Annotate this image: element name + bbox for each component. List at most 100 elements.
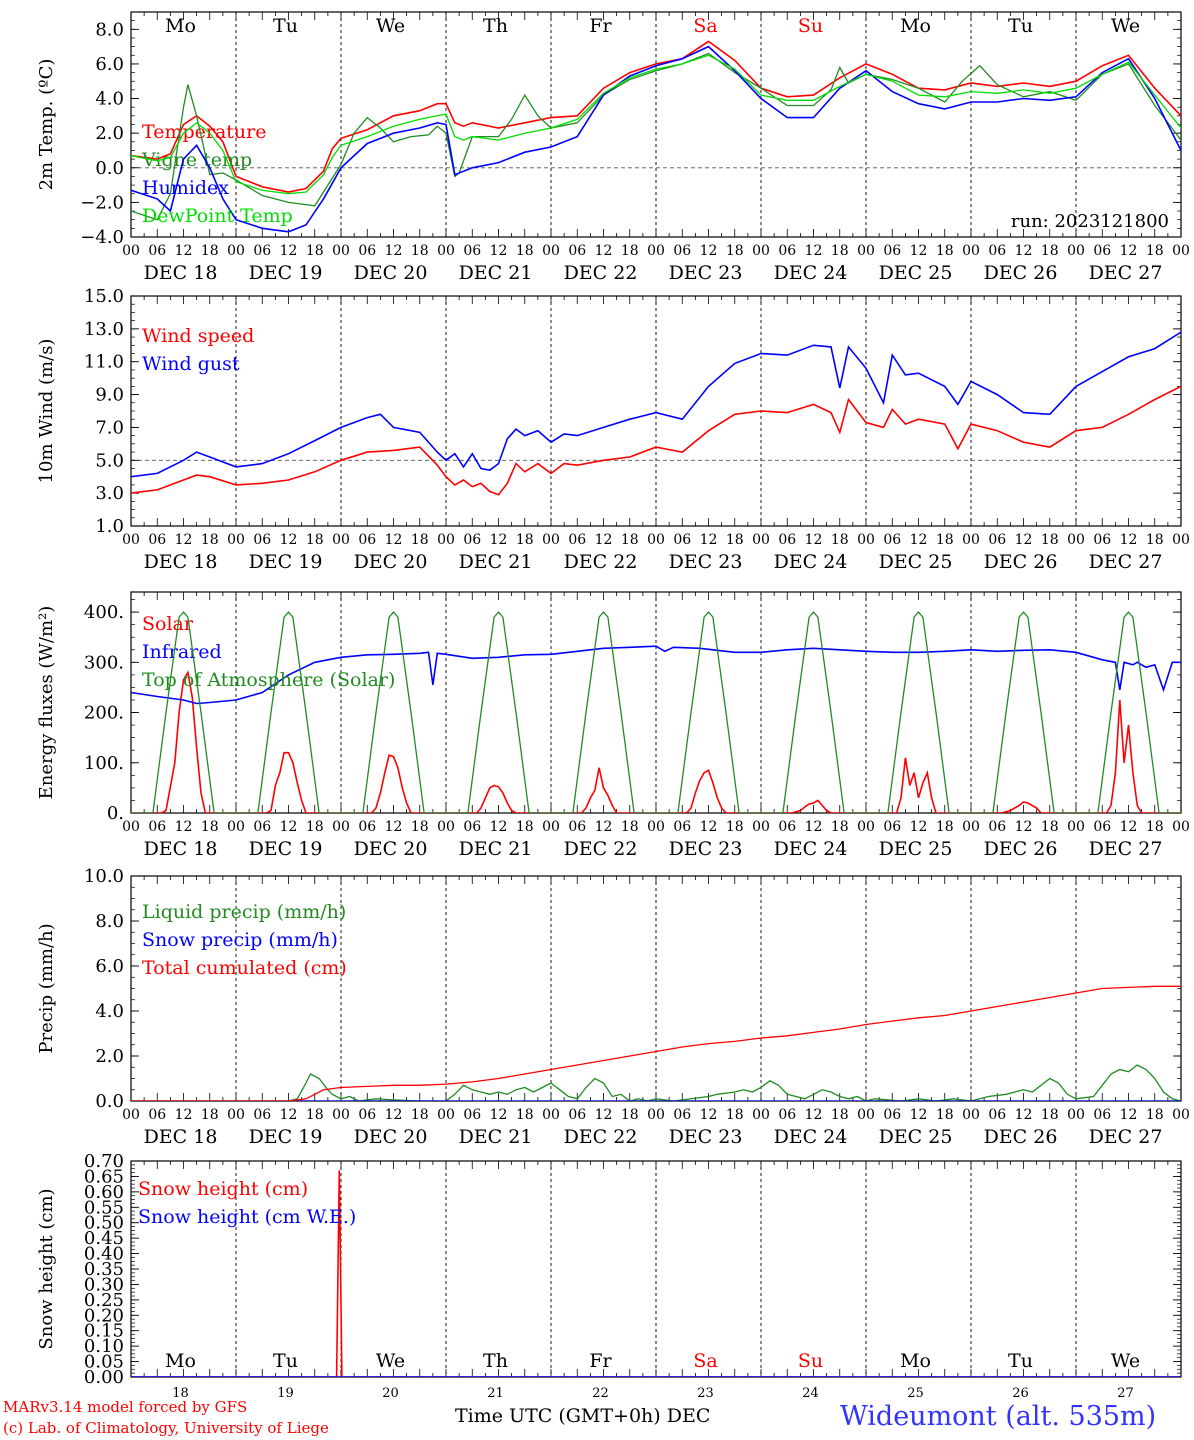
wind-hour-label: 00 xyxy=(752,532,770,548)
temperature-day-name: We xyxy=(1111,15,1140,37)
temperature-hour-label: 18 xyxy=(1146,243,1164,259)
temperature-series-temperature xyxy=(131,40,1181,193)
temperature-hour-label: 18 xyxy=(621,243,639,259)
precip-date-label: DEC 27 xyxy=(1089,1126,1163,1148)
temperature-ytick-label: −2.0 xyxy=(80,192,124,213)
snow-day-name: Sa xyxy=(693,1350,717,1372)
wind-legend-0: Wind speed xyxy=(142,325,254,347)
snow-ytick-label: 0.60 xyxy=(84,1182,124,1203)
precip-hour-label: 12 xyxy=(805,1107,823,1123)
wind-hour-label: 18 xyxy=(621,532,639,548)
energy-hour-label: 18 xyxy=(201,819,219,835)
precip-ytick-label: 6.0 xyxy=(95,956,124,977)
temperature-day-name: Sa xyxy=(693,15,717,37)
precip-ytick-label: 4.0 xyxy=(95,1001,124,1022)
station-name: Wideumont (alt. 535m) xyxy=(840,1401,1157,1432)
energy-hour-label: 00 xyxy=(122,819,140,835)
precip-hour-label: 06 xyxy=(673,1107,691,1123)
wind-hour-label: 06 xyxy=(778,532,796,548)
temperature-hour-label: 06 xyxy=(988,243,1006,259)
precip-date-label: DEC 23 xyxy=(669,1126,743,1148)
wind-hour-label: 00 xyxy=(542,532,560,548)
snow-ytick-label: 0.10 xyxy=(84,1336,124,1357)
wind-hour-label: 06 xyxy=(358,532,376,548)
snow-day-number: 25 xyxy=(907,1386,924,1401)
energy-hour-label: 06 xyxy=(673,819,691,835)
energy-hour-label: 00 xyxy=(752,819,770,835)
snow-day-number: 22 xyxy=(592,1386,609,1401)
temperature-ylabel: 2m Temp. (ºC) xyxy=(36,59,57,191)
temperature-ytick-label: 0.0 xyxy=(95,158,124,179)
precip-ytick-label: 2.0 xyxy=(95,1046,124,1067)
energy-date-label: DEC 24 xyxy=(774,838,848,860)
snow-ytick-label: 0.65 xyxy=(84,1166,124,1187)
precip-hour-label: 06 xyxy=(988,1107,1006,1123)
energy-legend-0: Solar xyxy=(142,613,194,635)
precip-hour-label: 18 xyxy=(621,1107,639,1123)
temperature-date-label: DEC 20 xyxy=(354,262,428,284)
wind-hour-label: 12 xyxy=(805,532,823,548)
precip-hour-label: 00 xyxy=(1067,1107,1085,1123)
wind-date-label: DEC 27 xyxy=(1089,551,1163,573)
temperature-hour-label: 00 xyxy=(1172,243,1190,259)
precip-hour-label: 00 xyxy=(437,1107,455,1123)
temperature-hour-label: 12 xyxy=(490,243,508,259)
precip-hour-label: 18 xyxy=(1041,1107,1059,1123)
precip-hour-label: 00 xyxy=(332,1107,350,1123)
temperature-hour-label: 18 xyxy=(201,243,219,259)
precip-date-label: DEC 26 xyxy=(984,1126,1058,1148)
wind-hour-label: 06 xyxy=(148,532,166,548)
wind-date-label: DEC 22 xyxy=(564,551,638,573)
energy-series-top-of-atmosphere-solar xyxy=(131,611,1181,813)
temperature-day-name: Tu xyxy=(273,15,298,37)
wind-hour-label: 18 xyxy=(201,532,219,548)
precip-hour-label: 18 xyxy=(1146,1107,1164,1123)
precip-legend-1: Snow precip (mm/h) xyxy=(142,929,338,951)
wind-hour-label: 12 xyxy=(700,532,718,548)
temperature-date-label: DEC 23 xyxy=(669,262,743,284)
precip-ytick-label: 8.0 xyxy=(95,911,124,932)
energy-hour-label: 00 xyxy=(227,819,245,835)
temperature-series-vigne-temp xyxy=(131,52,1181,221)
temperature-hour-label: 18 xyxy=(411,243,429,259)
temperature-hour-label: 06 xyxy=(253,243,271,259)
precip-date-label: DEC 20 xyxy=(354,1126,428,1148)
wind-hour-label: 06 xyxy=(673,532,691,548)
temperature-hour-label: 06 xyxy=(568,243,586,259)
snow-ytick-label: 0.15 xyxy=(84,1321,124,1342)
energy-ytick-label: 100. xyxy=(84,753,124,774)
wind-hour-label: 00 xyxy=(1067,532,1085,548)
temperature-hour-label: 06 xyxy=(463,243,481,259)
temperature-ytick-label: −4.0 xyxy=(80,227,124,248)
precip-ytick-label: 10.0 xyxy=(84,866,124,887)
energy-hour-label: 06 xyxy=(988,819,1006,835)
energy-date-label: DEC 26 xyxy=(984,838,1058,860)
energy-hour-label: 18 xyxy=(516,819,534,835)
temperature-hour-label: 06 xyxy=(148,243,166,259)
precip-date-label: DEC 24 xyxy=(774,1126,848,1148)
snow-ytick-label: 0.30 xyxy=(84,1274,124,1295)
wind-hour-label: 18 xyxy=(411,532,429,548)
precip-series-liquid-precip-mm-h xyxy=(131,1064,1181,1101)
temperature-hour-label: 00 xyxy=(857,243,875,259)
temperature-hour-label: 00 xyxy=(1067,243,1085,259)
snow-day-number: 23 xyxy=(697,1386,714,1401)
temperature-hour-label: 18 xyxy=(1041,243,1059,259)
energy-legend-2: Top of Atmosphere (Solar) xyxy=(142,669,395,691)
temperature-frame xyxy=(130,11,1182,238)
precip-hour-label: 06 xyxy=(883,1107,901,1123)
energy-hour-label: 00 xyxy=(542,819,560,835)
wind-hour-label: 00 xyxy=(647,532,665,548)
precip-hour-label: 18 xyxy=(411,1107,429,1123)
snow-day-name: Mo xyxy=(900,1350,931,1372)
temperature-hour-label: 06 xyxy=(673,243,691,259)
energy-legend-1: Infrared xyxy=(142,641,222,663)
energy-hour-label: 18 xyxy=(1146,819,1164,835)
energy-date-label: DEC 23 xyxy=(669,838,743,860)
wind-date-label: DEC 23 xyxy=(669,551,743,573)
precip-ylabel: Precip (mm/h) xyxy=(36,923,57,1053)
temperature-legend-0: Temperature xyxy=(142,121,266,143)
wind-ytick-label: 3.0 xyxy=(95,483,124,504)
wind-hour-label: 06 xyxy=(463,532,481,548)
